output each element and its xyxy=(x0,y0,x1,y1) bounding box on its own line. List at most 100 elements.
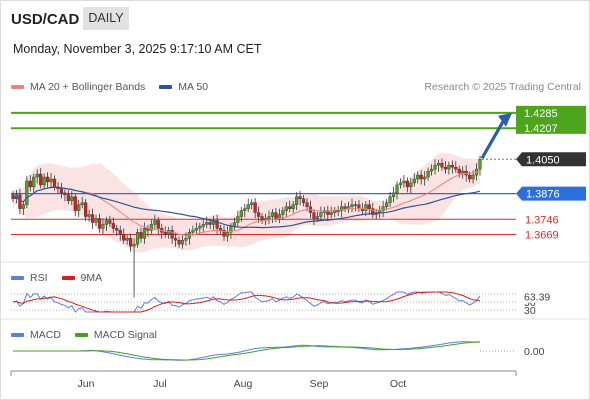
rsi-tick-label: 30 xyxy=(524,305,536,317)
candle-body xyxy=(423,176,427,180)
candle-body xyxy=(305,202,309,207)
candle-body xyxy=(198,226,202,229)
candle-body xyxy=(180,240,185,245)
arrow-shaft xyxy=(480,119,506,160)
ma20-line xyxy=(12,170,481,236)
candle-body xyxy=(353,204,358,206)
candle-body xyxy=(433,164,437,170)
price-levels: 1.4285 1.4207 1.4050 1.3876 1.3746 1.3669 xyxy=(11,105,586,241)
candle-body xyxy=(419,174,423,180)
candle-body xyxy=(260,216,264,221)
candle-body xyxy=(312,212,316,219)
candle-body xyxy=(111,223,115,229)
candle-body xyxy=(153,220,157,225)
main-legend: MA 20 + Bollinger Bands MA 50 xyxy=(11,81,208,93)
ma50-swatch xyxy=(159,85,173,89)
level-label: 1.3746 xyxy=(525,214,559,226)
candle-body xyxy=(215,220,219,229)
macd-legend: MACD MACD Signal xyxy=(11,329,157,341)
candle-body xyxy=(239,210,243,217)
candle-body xyxy=(73,196,77,211)
candle-body xyxy=(142,228,147,239)
rsi-value-label: 63.39 xyxy=(524,292,550,304)
candle-body xyxy=(364,204,368,211)
candle-body xyxy=(149,224,153,231)
symbol-title: USD/CAD xyxy=(11,11,80,28)
candle-body xyxy=(28,180,32,188)
candle-body xyxy=(208,222,212,225)
macd-pane: 0.00 xyxy=(13,341,545,361)
candle-body xyxy=(295,196,299,205)
candle-body xyxy=(94,218,98,223)
candle-body xyxy=(429,168,434,172)
level-label: 1.4207 xyxy=(524,123,558,135)
candle-body xyxy=(388,196,392,203)
candle-body xyxy=(257,212,261,217)
ma20-legend-label: MA 20 + Bollinger Bands xyxy=(30,81,146,93)
candle-body xyxy=(156,220,160,229)
candle-body xyxy=(468,174,472,180)
candle-body xyxy=(412,178,416,184)
timeframe-badge[interactable]: DAILY xyxy=(83,7,129,30)
candle-body xyxy=(167,230,171,235)
candle-body xyxy=(129,238,133,247)
candle-body xyxy=(177,240,181,245)
candle-body xyxy=(42,176,46,186)
candle-body xyxy=(39,173,43,186)
candle-body xyxy=(122,234,126,241)
rsi-ma-legend-label: 9MA xyxy=(80,272,103,284)
bollinger-fill xyxy=(13,153,480,253)
rsi-swatch xyxy=(11,276,24,280)
candle-body xyxy=(35,173,39,178)
candle-body xyxy=(52,178,57,188)
rsi-pane: 70503063.39 xyxy=(11,289,562,317)
level-label: 1.3669 xyxy=(525,229,559,241)
candle-body xyxy=(18,194,22,209)
candle-body xyxy=(125,238,129,241)
candle-body xyxy=(391,192,396,197)
level-label-box xyxy=(516,152,586,167)
candle-body xyxy=(319,212,323,217)
candle-body xyxy=(218,228,223,231)
candle-body xyxy=(436,162,441,166)
candle-body xyxy=(398,182,403,186)
ma50-legend-label: MA 50 xyxy=(178,81,209,93)
candle-body xyxy=(367,204,371,209)
candle-body xyxy=(170,230,174,239)
candle-body xyxy=(135,232,140,245)
candle-body xyxy=(385,202,389,207)
candle-body xyxy=(457,168,461,174)
candle-body xyxy=(21,204,25,209)
level-label: 1.3876 xyxy=(526,189,560,201)
candle-body xyxy=(104,220,108,225)
candle-body xyxy=(281,210,285,215)
candle-body xyxy=(284,206,288,211)
candle-body xyxy=(443,166,448,170)
candle-body xyxy=(115,228,119,231)
candle-body xyxy=(409,182,413,188)
bollinger-band xyxy=(13,153,480,253)
x-tick-label: Aug xyxy=(234,378,253,390)
candle-body xyxy=(243,208,247,211)
candle-body xyxy=(405,180,409,188)
x-tick-label: Sep xyxy=(310,378,329,390)
candle-body xyxy=(270,212,275,217)
candle-body xyxy=(132,243,136,247)
candle-body xyxy=(315,216,320,219)
level-label-box xyxy=(516,186,586,201)
macd-value-label: 0.00 xyxy=(524,346,545,358)
candle-body xyxy=(329,212,333,215)
candle-body xyxy=(45,176,50,183)
candle-body xyxy=(201,224,205,227)
candlesticks xyxy=(11,155,482,298)
x-tick-label: Jul xyxy=(153,378,166,390)
candle-body xyxy=(184,238,188,241)
forecast-arrow xyxy=(480,112,512,160)
macd-signal-line xyxy=(13,341,481,361)
rsi-line xyxy=(12,291,481,313)
rsi-legend-label: RSI xyxy=(30,272,48,284)
candle-body xyxy=(288,206,292,209)
candle-body xyxy=(90,214,95,223)
candle-body xyxy=(173,238,178,241)
